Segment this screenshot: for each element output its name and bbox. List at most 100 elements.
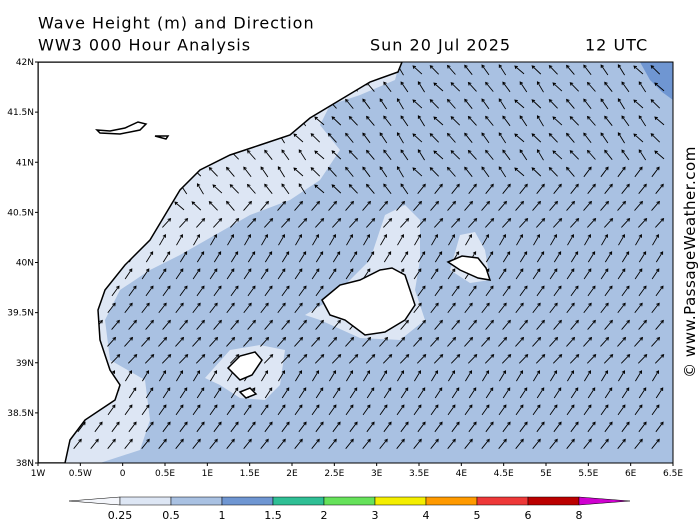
- arrow: [366, 183, 375, 194]
- arrow: [600, 64, 609, 76]
- arrow: [499, 234, 506, 246]
- arrow: [141, 404, 150, 416]
- arrow: [536, 285, 545, 297]
- arrow: [107, 438, 116, 449]
- arrow: [638, 115, 647, 127]
- arrow: [345, 438, 354, 449]
- arrow: [464, 302, 473, 314]
- arrow: [447, 370, 456, 382]
- arrow: [583, 268, 592, 280]
- arrow: [315, 421, 324, 433]
- arrow: [331, 116, 342, 126]
- y-tick-label: 40N: [16, 259, 34, 269]
- arrow: [396, 404, 405, 416]
- arrow: [281, 217, 291, 228]
- arrow: [345, 268, 354, 280]
- arrow: [514, 167, 525, 177]
- arrow: [128, 387, 137, 399]
- arrow: [481, 200, 490, 211]
- arrow: [447, 438, 456, 449]
- arrow: [531, 99, 542, 109]
- arrow: [519, 421, 528, 433]
- arrow: [417, 81, 425, 93]
- arrow: [414, 234, 421, 246]
- arrow: [179, 387, 188, 399]
- arrow: [161, 354, 172, 364]
- arrow: [518, 354, 529, 364]
- arrow: [464, 98, 473, 109]
- arrow: [383, 149, 392, 161]
- arrow: [553, 251, 562, 263]
- arrow: [314, 184, 325, 194]
- arrow: [620, 354, 631, 364]
- arrow: [230, 285, 239, 297]
- x-tick-label: 3.5E: [409, 469, 429, 479]
- arrow: [230, 251, 239, 263]
- arrow: [583, 200, 592, 211]
- arrow: [433, 116, 444, 126]
- time: 12 UTC: [585, 36, 648, 55]
- arrow: [621, 183, 630, 194]
- arrow: [141, 268, 150, 280]
- arrow: [600, 438, 609, 449]
- arrow: [447, 302, 456, 314]
- arrow: [379, 98, 388, 110]
- arrow: [226, 438, 235, 449]
- arrow: [416, 354, 427, 364]
- arrow: [243, 438, 252, 449]
- arrow: [244, 234, 251, 246]
- arrow: [465, 234, 472, 246]
- arrow: [638, 387, 647, 399]
- arrow: [638, 81, 647, 93]
- arrow: [600, 268, 609, 280]
- arrow: [264, 421, 273, 433]
- x-tick-label: 1.5E: [240, 469, 260, 479]
- arrow: [655, 251, 664, 263]
- colorbar-segment: [272, 496, 325, 506]
- arrow: [413, 336, 423, 347]
- arrow: [501, 354, 512, 364]
- arrow: [243, 404, 252, 416]
- arrow: [519, 149, 528, 161]
- arrow: [413, 302, 422, 314]
- arrow: [450, 82, 461, 92]
- x-tick-label: 3E: [371, 469, 383, 479]
- arrow: [485, 115, 494, 126]
- arrow: [298, 421, 307, 433]
- arrow: [277, 200, 286, 211]
- y-tick-label: 38.5N: [7, 409, 34, 419]
- arrow: [604, 183, 613, 194]
- arrow: [548, 133, 558, 143]
- arrow: [451, 183, 460, 194]
- arrow: [655, 387, 664, 399]
- colorbar-segment: [323, 496, 376, 506]
- arrow: [515, 336, 525, 347]
- arrow: [566, 132, 575, 143]
- arrow: [430, 268, 439, 280]
- arrow: [196, 217, 206, 228]
- x-tick-label: 1E: [202, 469, 214, 479]
- arrow: [515, 404, 524, 416]
- arrow: [587, 285, 596, 297]
- arrow: [192, 404, 201, 416]
- arrow: [604, 217, 614, 228]
- arrow: [379, 370, 388, 382]
- arrow: [434, 251, 443, 263]
- arrow: [447, 268, 456, 280]
- y-tick-label: 39N: [16, 359, 34, 369]
- arrow: [162, 319, 171, 330]
- arrow: [281, 319, 290, 330]
- arrow: [400, 217, 410, 228]
- arrow: [227, 234, 234, 246]
- arrow: [229, 184, 239, 194]
- arrow: [196, 183, 204, 195]
- arrow: [586, 149, 596, 160]
- arrow: [128, 285, 137, 297]
- arrow: [192, 336, 202, 347]
- arrow: [417, 285, 426, 297]
- arrow: [192, 370, 201, 382]
- arrow: [552, 150, 563, 160]
- arrow: [192, 268, 201, 280]
- arrow: [176, 234, 183, 246]
- arrow: [549, 268, 558, 280]
